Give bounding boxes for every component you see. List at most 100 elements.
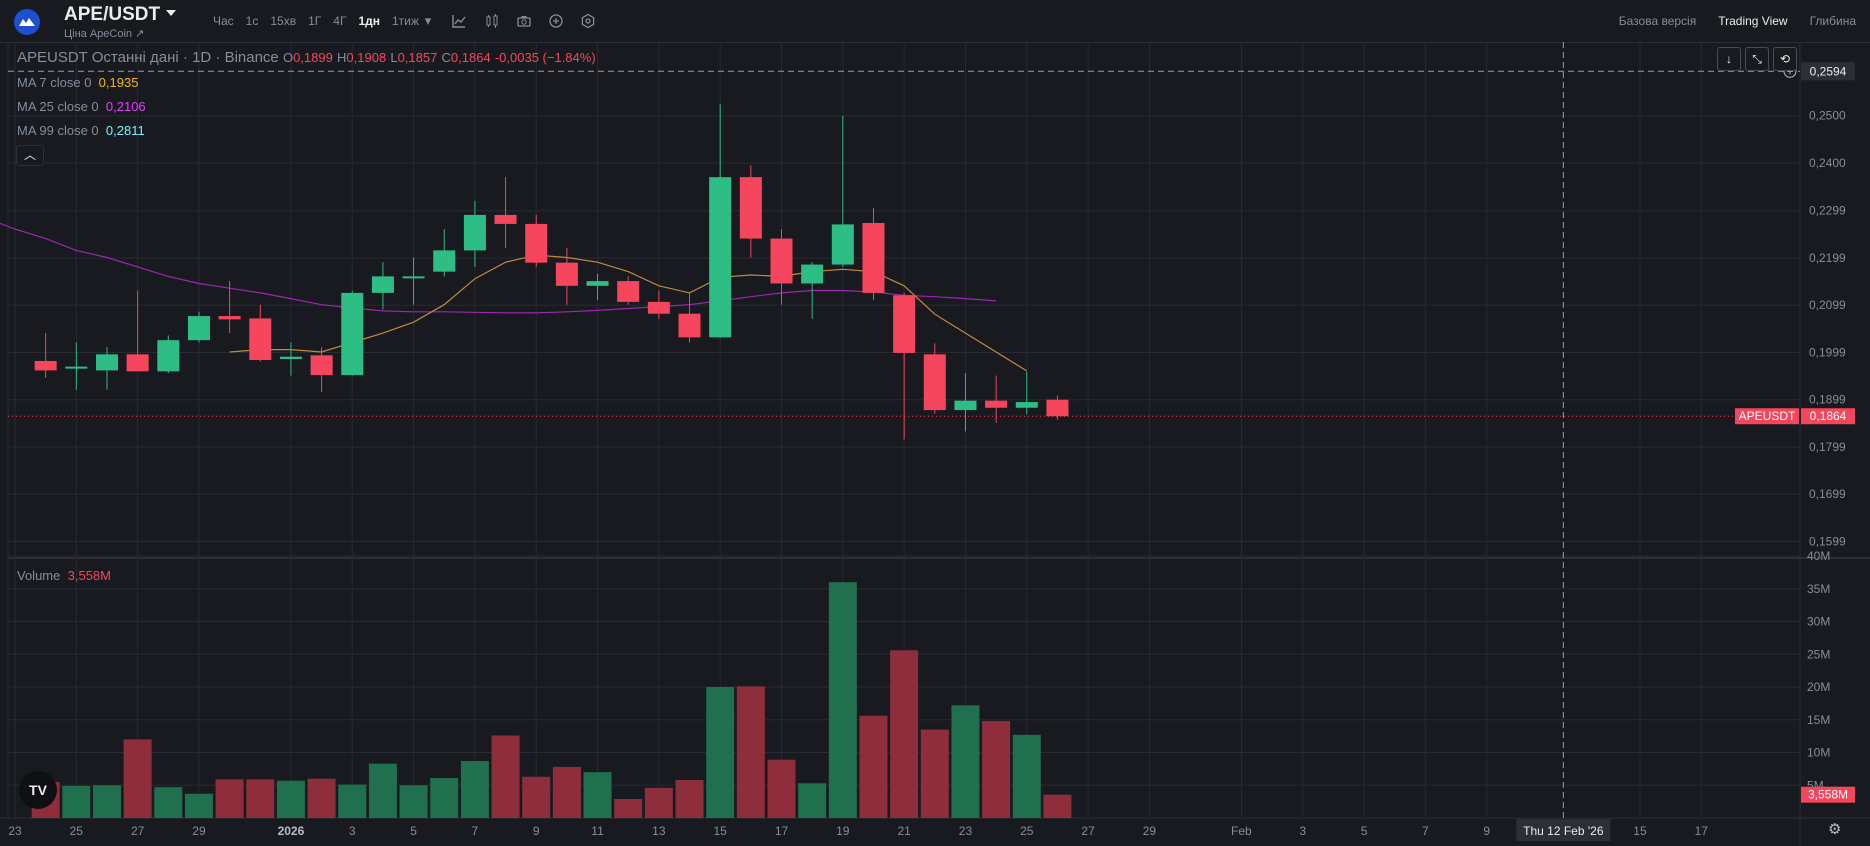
crosshair-date-bg bbox=[1516, 819, 1611, 841]
candle-body bbox=[371, 276, 394, 293]
volume-bar bbox=[675, 780, 704, 818]
time-tick-label: 11 bbox=[591, 824, 604, 838]
chart-type-icon[interactable] bbox=[451, 13, 467, 29]
price-tick-label: 0,2199 bbox=[1809, 251, 1846, 265]
price-tag-symbol: APEUSDT bbox=[1739, 409, 1796, 423]
candle-body bbox=[678, 313, 701, 338]
volume-bar bbox=[184, 793, 213, 818]
volume-bar bbox=[62, 785, 91, 818]
candle-body bbox=[249, 318, 272, 361]
volume-tick-label: 10M bbox=[1807, 746, 1830, 760]
interval-1s[interactable]: 1с bbox=[245, 14, 259, 28]
interval-1h[interactable]: 1Г bbox=[308, 14, 322, 28]
ma7-legend[interactable]: MA 7 close 0 0,1935 bbox=[17, 75, 138, 90]
high-label: H bbox=[337, 50, 347, 65]
volume-tick-label: 40M bbox=[1807, 549, 1830, 563]
volume-bar bbox=[399, 785, 428, 818]
volume-bar bbox=[583, 772, 612, 818]
volume-bar bbox=[154, 787, 183, 818]
ma25-legend[interactable]: MA 25 close 0 0,2106 bbox=[17, 99, 146, 114]
asset-price-link[interactable]: Ціна ApeCoin ↗ bbox=[64, 28, 145, 40]
time-tick-label: 21 bbox=[897, 824, 911, 838]
volume-value: 3,558M bbox=[67, 568, 111, 583]
ohlc-legend: APEUSDT Останні дані · 1D · Binance O0,1… bbox=[17, 49, 596, 66]
volume-bar bbox=[1012, 734, 1041, 818]
axis-settings-icon[interactable]: ⚙ bbox=[1828, 821, 1842, 838]
volume-tag: 3,558M bbox=[1808, 788, 1848, 802]
pair-title[interactable]: APE/USDT bbox=[64, 4, 161, 25]
view-selector: Базова версія Trading View Глибина bbox=[1597, 14, 1856, 28]
candle-body bbox=[157, 340, 180, 372]
volume-tag-bg bbox=[1801, 786, 1855, 803]
time-tick-label: 5 bbox=[1361, 824, 1368, 838]
interval-time[interactable]: Час bbox=[213, 14, 234, 28]
time-tick-label: 27 bbox=[131, 824, 145, 838]
time-tick-label: 29 bbox=[192, 824, 206, 838]
crosshair-overlay: APEUSDT 0,1864 3,558M 0,2594 Thu 12 Feb '26 bbox=[8, 42, 1855, 841]
volume-bar bbox=[706, 687, 735, 818]
interval-4h[interactable]: 4Г bbox=[333, 14, 347, 28]
volume-bar bbox=[828, 582, 857, 818]
reset-chart-button[interactable]: ⟲ bbox=[1773, 47, 1797, 71]
tradingview-logo-icon[interactable]: TV bbox=[19, 771, 57, 809]
time-tick-label: Feb bbox=[1231, 824, 1252, 838]
high-value: 0,1908 bbox=[346, 50, 387, 65]
price-tick-label: 0,1699 bbox=[1809, 487, 1846, 501]
candle-body bbox=[494, 214, 517, 224]
collapse-legend-button[interactable]: ︿ bbox=[16, 145, 44, 166]
time-tick-label: 19 bbox=[836, 824, 850, 838]
candle-body bbox=[1046, 399, 1069, 417]
price-tick-label: 0,1999 bbox=[1809, 345, 1846, 359]
expand-icon[interactable]: ⤡ bbox=[1745, 47, 1769, 71]
candle-body bbox=[463, 214, 486, 251]
candle-body bbox=[954, 400, 977, 411]
apecoin-logo-icon bbox=[14, 9, 40, 35]
time-tick-label: 29 bbox=[1143, 824, 1157, 838]
add-icon[interactable] bbox=[548, 13, 564, 29]
pair-dropdown-icon[interactable] bbox=[166, 10, 176, 16]
volume-tick-label: 30M bbox=[1807, 615, 1830, 629]
more-intervals-icon[interactable]: ▾ bbox=[424, 13, 432, 28]
candle-body bbox=[831, 224, 854, 265]
scroll-to-latest-button[interactable]: ↓ bbox=[1717, 47, 1741, 71]
ma99-legend[interactable]: MA 99 close 0 0,2811 bbox=[17, 123, 145, 138]
ma99-label: MA 99 close 0 bbox=[17, 123, 99, 138]
top-toolbar: APE/USDT Ціна ApeCoin ↗ Час 1с 15хв 1Г 4… bbox=[0, 0, 1870, 43]
time-tick-label: 2026 bbox=[278, 824, 305, 838]
volume-bar bbox=[767, 759, 796, 818]
volume-bar bbox=[92, 785, 121, 818]
volume-bar bbox=[368, 763, 397, 818]
interval-15m[interactable]: 15хв bbox=[270, 14, 297, 28]
candle-body bbox=[893, 295, 916, 353]
candle-body bbox=[801, 264, 824, 284]
time-tick-label: 7 bbox=[1422, 824, 1429, 838]
candle-body bbox=[770, 238, 793, 284]
crosshair-price: 0,2594 bbox=[1810, 64, 1847, 78]
candle-body bbox=[985, 400, 1008, 408]
candle-body bbox=[586, 281, 609, 286]
volume-bar bbox=[614, 799, 643, 818]
candle-body bbox=[402, 276, 425, 279]
time-tick-label: 9 bbox=[533, 824, 540, 838]
close-value: 0,1864 bbox=[450, 50, 491, 65]
volume-tick-label: 25M bbox=[1807, 647, 1830, 661]
camera-icon[interactable] bbox=[516, 13, 532, 29]
time-tick-label: 15 bbox=[1633, 824, 1647, 838]
candle-body bbox=[126, 354, 149, 372]
indicators-icon[interactable] bbox=[484, 13, 500, 29]
time-tick-label: 25 bbox=[1020, 824, 1034, 838]
interval-1w[interactable]: 1тиж bbox=[391, 14, 419, 28]
candlesticks bbox=[34, 103, 1069, 440]
candle-body bbox=[647, 301, 670, 314]
time-tick-label: 17 bbox=[775, 824, 789, 838]
settings-icon[interactable] bbox=[580, 13, 596, 29]
low-value: 0,1857 bbox=[397, 50, 438, 65]
ma25-value: 0,2106 bbox=[105, 99, 146, 114]
candle-body bbox=[1015, 402, 1038, 408]
view-basic[interactable]: Базова версія bbox=[1618, 14, 1697, 28]
time-tick-label: 13 bbox=[652, 824, 666, 838]
view-depth[interactable]: Глибина bbox=[1809, 14, 1856, 28]
interval-1d[interactable]: 1дн bbox=[358, 14, 380, 28]
view-tradingview[interactable]: Trading View bbox=[1718, 14, 1788, 28]
